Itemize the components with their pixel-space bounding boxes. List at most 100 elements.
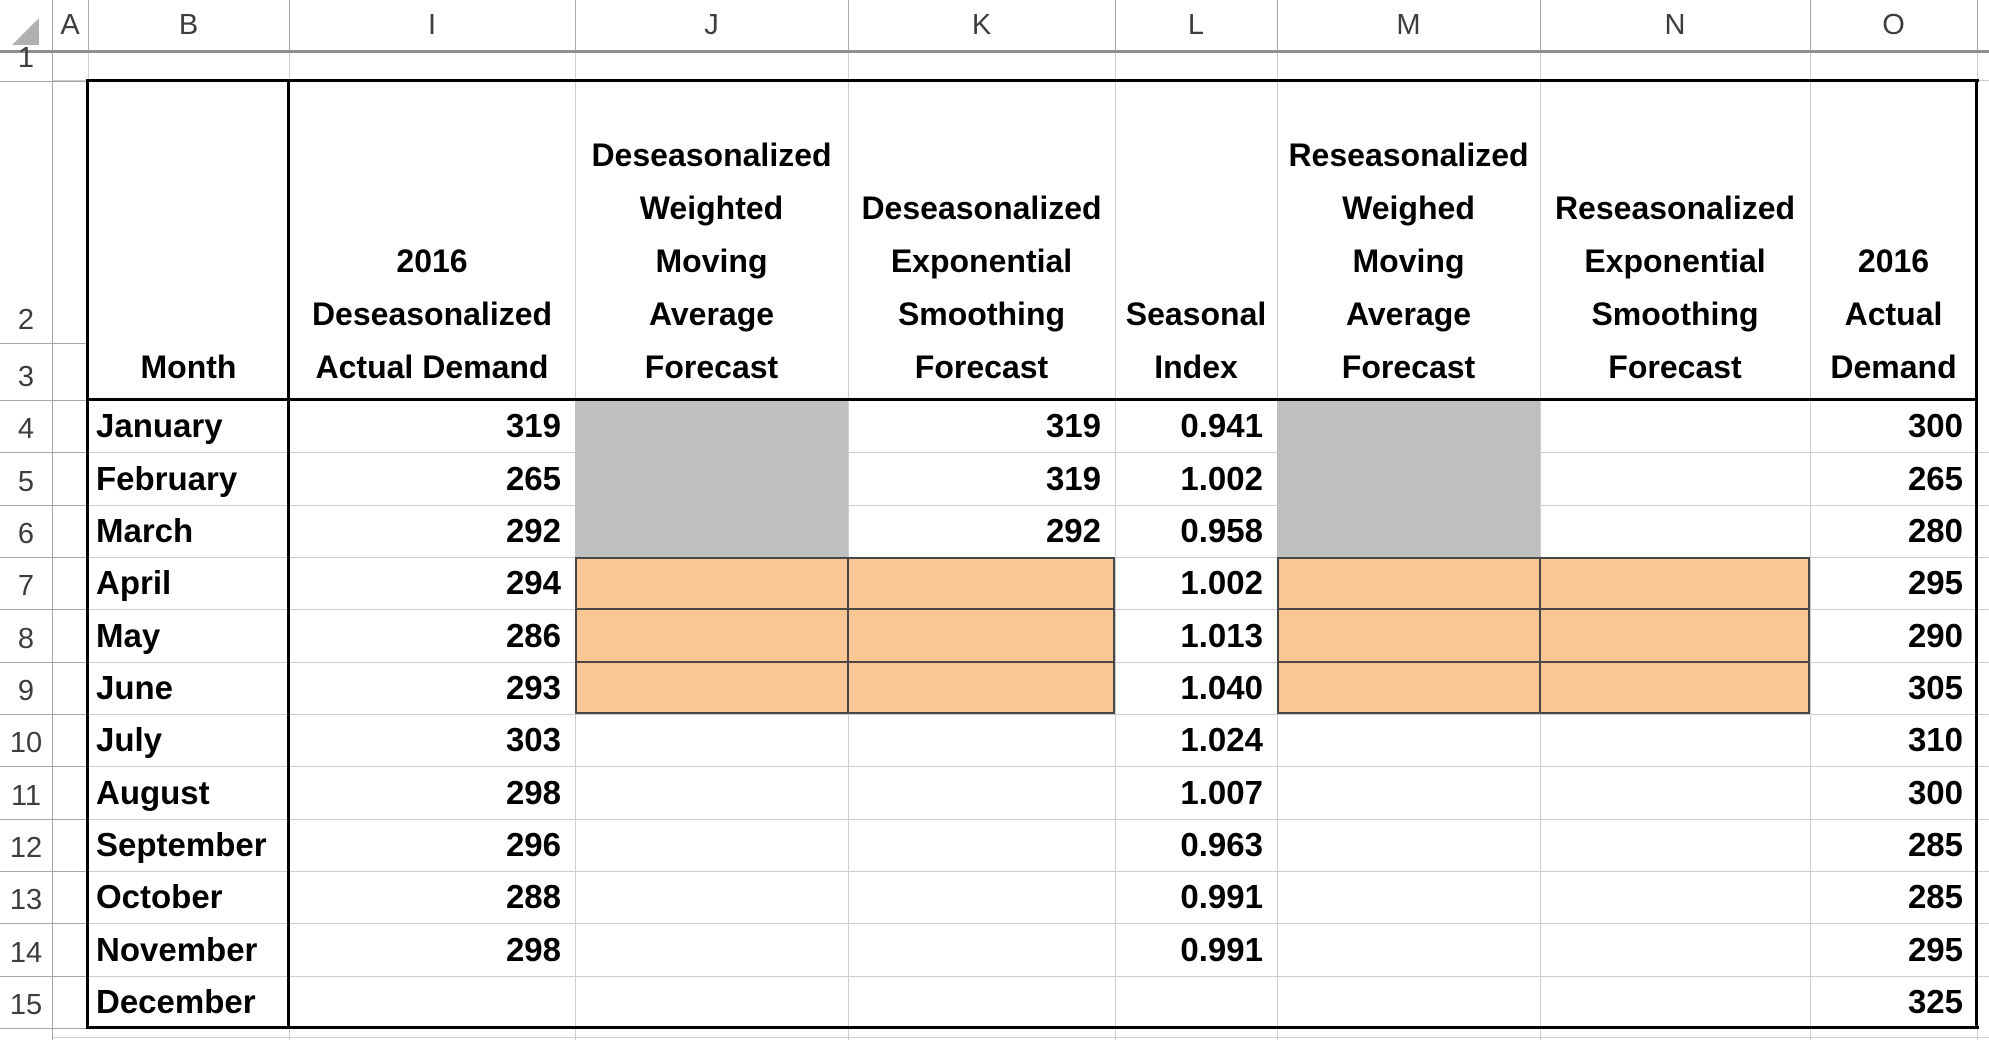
cell-N6[interactable] — [1540, 505, 1810, 557]
cell-N15[interactable] — [1540, 976, 1810, 1028]
cell-J4[interactable] — [575, 400, 848, 452]
cell-O15[interactable]: 325 — [1907, 983, 1963, 1020]
cell-N5[interactable] — [1540, 452, 1810, 505]
cell-M10[interactable] — [1277, 714, 1540, 766]
cell-I4[interactable]: 319 — [505, 407, 561, 444]
cell-L14[interactable]: 0.991 — [1180, 930, 1263, 968]
row-header-3[interactable]: 3 — [17, 361, 35, 393]
cell-B8[interactable]: May — [96, 616, 161, 654]
cell-L8[interactable]: 1.013 — [1180, 616, 1263, 654]
row-header-13[interactable]: 13 — [9, 884, 43, 916]
column-header-K[interactable]: K — [971, 8, 992, 41]
column-header-N[interactable]: N — [1664, 8, 1686, 41]
cell-I11[interactable]: 298 — [505, 773, 561, 811]
cell-I10[interactable]: 303 — [505, 721, 561, 758]
cell-B13[interactable]: October — [96, 878, 223, 915]
cell-K12[interactable] — [848, 819, 1115, 871]
cell-N7[interactable] — [1540, 557, 1810, 609]
cell-M12[interactable] — [1277, 819, 1540, 871]
cell-M8[interactable] — [1277, 609, 1540, 662]
row-header-9[interactable]: 9 — [17, 675, 35, 707]
cell-K14[interactable] — [848, 923, 1115, 976]
cell-O8[interactable]: 290 — [1907, 616, 1963, 654]
cell-B11[interactable]: August — [96, 773, 210, 811]
header-deseasonalized-actual-demand[interactable]: 2016 Deseasonalized Actual Demand — [311, 243, 553, 385]
cell-J14[interactable] — [575, 923, 848, 976]
cell-N8[interactable] — [1540, 609, 1810, 662]
cell-N9[interactable] — [1540, 662, 1810, 714]
cell-M4[interactable] — [1277, 400, 1540, 452]
cell-L15[interactable] — [1115, 976, 1277, 1028]
cell-O14[interactable]: 295 — [1907, 930, 1963, 968]
cell-N4[interactable] — [1540, 400, 1810, 452]
cell-O13[interactable]: 285 — [1907, 878, 1963, 915]
cell-I14[interactable]: 298 — [505, 930, 561, 968]
row-header-6[interactable]: 6 — [17, 518, 35, 550]
cell-J6[interactable] — [575, 505, 848, 557]
cell-B5[interactable]: February — [96, 459, 238, 497]
cell-I9[interactable]: 293 — [505, 669, 561, 706]
cell-L11[interactable]: 1.007 — [1180, 773, 1263, 811]
cell-K9[interactable] — [848, 662, 1115, 714]
cell-K4[interactable]: 319 — [1045, 407, 1101, 444]
cell-K8[interactable] — [848, 609, 1115, 662]
column-header-B[interactable]: B — [178, 8, 199, 41]
cell-O11[interactable]: 300 — [1907, 773, 1963, 811]
row-header-7[interactable]: 7 — [17, 570, 35, 602]
cell-M9[interactable] — [1277, 662, 1540, 714]
cell-N10[interactable] — [1540, 714, 1810, 766]
cell-J9[interactable] — [575, 662, 848, 714]
cell-K13[interactable] — [848, 871, 1115, 923]
cell-J13[interactable] — [575, 871, 848, 923]
cell-J15[interactable] — [575, 976, 848, 1028]
cell-B9[interactable]: June — [96, 669, 174, 706]
cell-O12[interactable]: 285 — [1907, 826, 1963, 863]
column-header-A[interactable]: A — [60, 8, 80, 41]
cell-O5[interactable]: 265 — [1907, 459, 1963, 497]
row-header-5[interactable]: 5 — [17, 466, 35, 498]
cell-B7[interactable]: April — [96, 564, 172, 601]
cell-O6[interactable]: 280 — [1907, 512, 1963, 549]
cell-M11[interactable] — [1277, 766, 1540, 819]
column-header-J[interactable]: J — [704, 8, 719, 41]
header-reseasonalized-exponential-smoothing-forecast[interactable]: Reseasonalized Exponential Smoothing For… — [1554, 190, 1796, 385]
cell-L5[interactable]: 1.002 — [1180, 459, 1263, 497]
cell-B15[interactable]: December — [96, 983, 256, 1020]
cell-O4[interactable]: 300 — [1907, 407, 1963, 444]
cell-I15[interactable] — [289, 976, 575, 1028]
cell-L7[interactable]: 1.002 — [1180, 564, 1263, 601]
cell-O9[interactable]: 305 — [1907, 669, 1963, 706]
cell-J11[interactable] — [575, 766, 848, 819]
row-header-12[interactable]: 12 — [9, 832, 43, 864]
cell-I5[interactable]: 265 — [505, 459, 561, 497]
row-header-8[interactable]: 8 — [17, 623, 35, 655]
cell-J8[interactable] — [575, 609, 848, 662]
row-header-2[interactable]: 2 — [17, 304, 35, 336]
row-header-4[interactable]: 4 — [17, 413, 35, 445]
cell-M14[interactable] — [1277, 923, 1540, 976]
cell-L12[interactable]: 0.963 — [1180, 826, 1263, 863]
cell-K15[interactable] — [848, 976, 1115, 1028]
column-header-L[interactable]: L — [1187, 8, 1205, 41]
cell-J7[interactable] — [575, 557, 848, 609]
cell-L9[interactable]: 1.040 — [1180, 669, 1263, 706]
cell-K6[interactable]: 292 — [1045, 512, 1101, 549]
header-month[interactable]: Month — [140, 349, 237, 385]
row-header-10[interactable]: 10 — [9, 727, 43, 759]
cell-B14[interactable]: November — [96, 930, 258, 968]
column-header-M[interactable]: M — [1396, 8, 1421, 41]
cell-N14[interactable] — [1540, 923, 1810, 976]
row-header-14[interactable]: 14 — [9, 937, 43, 969]
header-deseasonalized-weighted-moving-average-forecast[interactable]: Deseasonalized Weighted Moving Average F… — [591, 137, 832, 385]
select-all-corner[interactable] — [0, 0, 52, 50]
cell-I7[interactable]: 294 — [505, 564, 561, 601]
cell-B6[interactable]: March — [96, 512, 194, 549]
cell-L10[interactable]: 1.024 — [1180, 721, 1263, 758]
cell-O10[interactable]: 310 — [1907, 721, 1963, 758]
cell-O7[interactable]: 295 — [1907, 564, 1963, 601]
column-header-O[interactable]: O — [1882, 8, 1905, 41]
cell-J5[interactable] — [575, 452, 848, 505]
cell-L13[interactable]: 0.991 — [1180, 878, 1263, 915]
header-seasonal-index[interactable]: Seasonal Index — [1125, 296, 1267, 385]
column-header-I[interactable]: I — [427, 8, 437, 41]
